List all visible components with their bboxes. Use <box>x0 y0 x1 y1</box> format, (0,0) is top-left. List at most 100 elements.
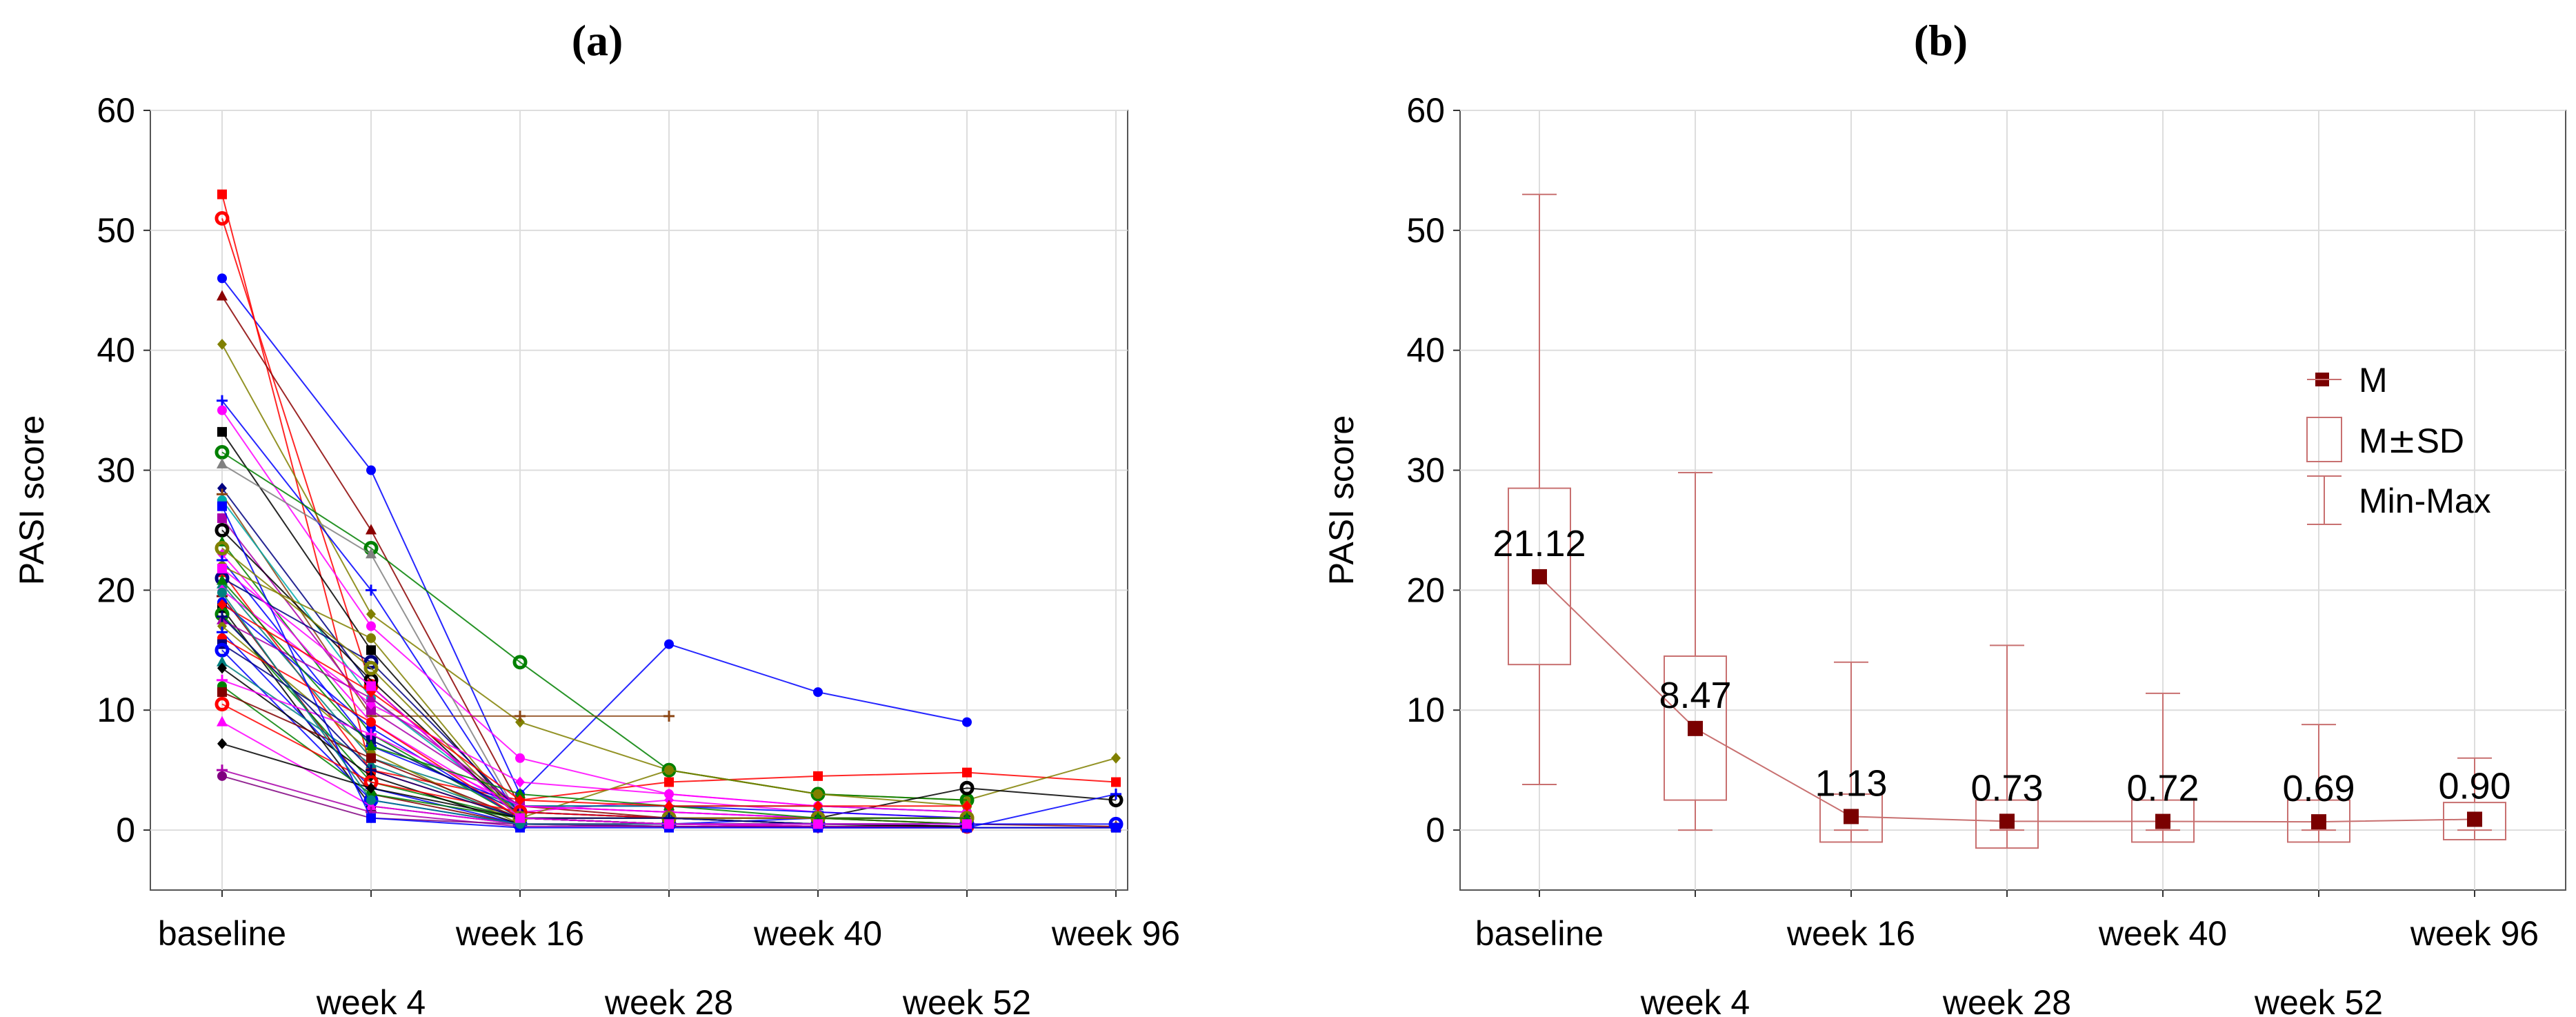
marker-patient-50 <box>515 813 525 823</box>
panel-a-title: (a) <box>572 16 623 65</box>
mean-marker <box>1844 809 1859 825</box>
marker-patient-29 <box>217 620 227 632</box>
marker-patient-05 <box>515 716 525 728</box>
marker-patient-01 <box>366 465 376 475</box>
y-tick-label: 50 <box>97 211 135 250</box>
x-tick-label: week 4 <box>1640 983 1750 1017</box>
series-line-patient-43 <box>221 775 968 829</box>
marker-patient-02 <box>664 777 674 787</box>
mean-data-label: 0.69 <box>2282 768 2355 809</box>
series-line-patient-18 <box>221 560 968 819</box>
legend-sd-box <box>2306 417 2342 462</box>
panel-a-y-ticks: 0 10 20 30 40 50 60 <box>97 91 150 849</box>
marker-patient-47 <box>664 800 674 812</box>
x-tick-label: baseline <box>158 914 286 953</box>
marker-patient-03 <box>214 210 230 226</box>
legend-sd-prefix: M <box>2359 422 2388 460</box>
series-line-patient-03 <box>221 218 968 827</box>
marker-patient-01 <box>813 687 823 698</box>
marker-patient-05 <box>217 339 227 350</box>
sd-box <box>2443 802 2506 840</box>
x-tick-label: week 4 <box>316 983 426 1017</box>
series-line-patient-24 <box>221 595 968 829</box>
marker-patient-09 <box>214 444 230 460</box>
y-tick-label: 40 <box>1406 331 1445 370</box>
marker-patient-45 <box>214 541 230 556</box>
x-tick-label: week 96 <box>1051 914 1180 953</box>
x-tick-label: week 28 <box>1942 983 2071 1017</box>
marker-patient-08 <box>217 426 227 437</box>
series-line-patient-46 <box>221 580 967 819</box>
marker-patient-40 <box>366 800 377 811</box>
panel-b-y-ticks: 0 10 20 30 40 50 60 <box>1406 91 1460 849</box>
marker-patient-46 <box>366 740 377 751</box>
y-tick-label: 10 <box>1406 691 1445 729</box>
y-tick-label: 20 <box>97 571 135 609</box>
marker-patient-15 <box>959 780 975 796</box>
mean-data-label: 0.72 <box>2126 768 2199 809</box>
marker-patient-33 <box>214 642 230 658</box>
marker-patient-09 <box>512 655 528 670</box>
panel-a-series <box>214 189 1124 834</box>
marker-patient-49 <box>366 795 376 805</box>
marker-patient-46 <box>515 787 526 798</box>
marker-patient-40 <box>217 715 228 727</box>
marker-patient-10 <box>217 457 228 468</box>
y-tick-label: 20 <box>1406 571 1445 609</box>
series-line-patient-22 <box>221 584 968 813</box>
mean-data-label: 0.90 <box>2438 765 2510 807</box>
series-line-patient-19 <box>221 565 968 819</box>
marker-patient-47 <box>217 599 227 611</box>
series-line-patient-20 <box>221 571 968 825</box>
panel-a-x-ticks: baseline week 4 week 16 week 28 week 40 week … <box>158 890 1180 1017</box>
marker-patient-47 <box>813 800 823 812</box>
y-tick-label: 10 <box>97 691 135 729</box>
marker-patient-50 <box>366 681 376 691</box>
mean-data-label: 8.47 <box>1659 675 1731 716</box>
marker-patient-14 <box>217 513 227 524</box>
mean-data-label: 1.13 <box>1815 762 1887 804</box>
y-tick-label: 40 <box>97 331 135 370</box>
x-tick-label: week 16 <box>1786 914 1915 953</box>
mean-marker <box>1532 569 1547 584</box>
series-line-patient-50 <box>221 568 967 825</box>
x-tick-label: week 96 <box>2410 914 2539 953</box>
marker-patient-44 <box>366 813 376 823</box>
marker-patient-19 <box>664 765 674 776</box>
legend-sd-suffix: SD <box>2417 422 2464 460</box>
y-tick-label: 30 <box>1406 451 1445 490</box>
panel-a-y-axis-label: PASI score <box>12 415 51 585</box>
panel-b-x-ticks: baseline week 4 week 16 week 28 week 40 week … <box>1475 890 2539 1017</box>
mean-marker <box>2155 813 2170 829</box>
sd-box <box>1508 487 1571 666</box>
panel-b-y-axis-label: PASI score <box>1322 415 1361 585</box>
legend-range-label: Min-Max <box>2359 482 2491 520</box>
series-line-patient-06 <box>221 400 968 829</box>
marker-patient-50 <box>664 819 674 829</box>
mean-marker <box>2311 814 2326 830</box>
x-tick-label: week 40 <box>2098 914 2227 953</box>
legend-mean-label: M <box>2359 361 2388 399</box>
y-tick-label: 0 <box>1426 811 1445 849</box>
marker-patient-01 <box>962 717 972 727</box>
marker-patient-41 <box>217 738 227 749</box>
marker-patient-35 <box>217 662 227 674</box>
marker-patient-11 <box>217 482 227 494</box>
sd-box <box>1975 799 2039 849</box>
marker-patient-44 <box>217 501 227 511</box>
marker-patient-05 <box>366 609 376 620</box>
marker-patient-34 <box>366 758 377 769</box>
marker-patient-04 <box>217 290 228 301</box>
y-tick-label: 60 <box>1406 91 1445 130</box>
marker-patient-19 <box>813 789 823 799</box>
marker-patient-04 <box>366 524 377 535</box>
marker-patient-14 <box>366 705 376 715</box>
marker-patient-38 <box>366 753 376 763</box>
marker-patient-23 <box>515 776 525 788</box>
marker-patient-50 <box>813 819 823 829</box>
panel-b-title: (b) <box>1914 16 1968 65</box>
y-tick-label: 0 <box>116 811 135 849</box>
series-line-patient-47 <box>221 604 967 807</box>
y-tick-label: 30 <box>97 451 135 490</box>
